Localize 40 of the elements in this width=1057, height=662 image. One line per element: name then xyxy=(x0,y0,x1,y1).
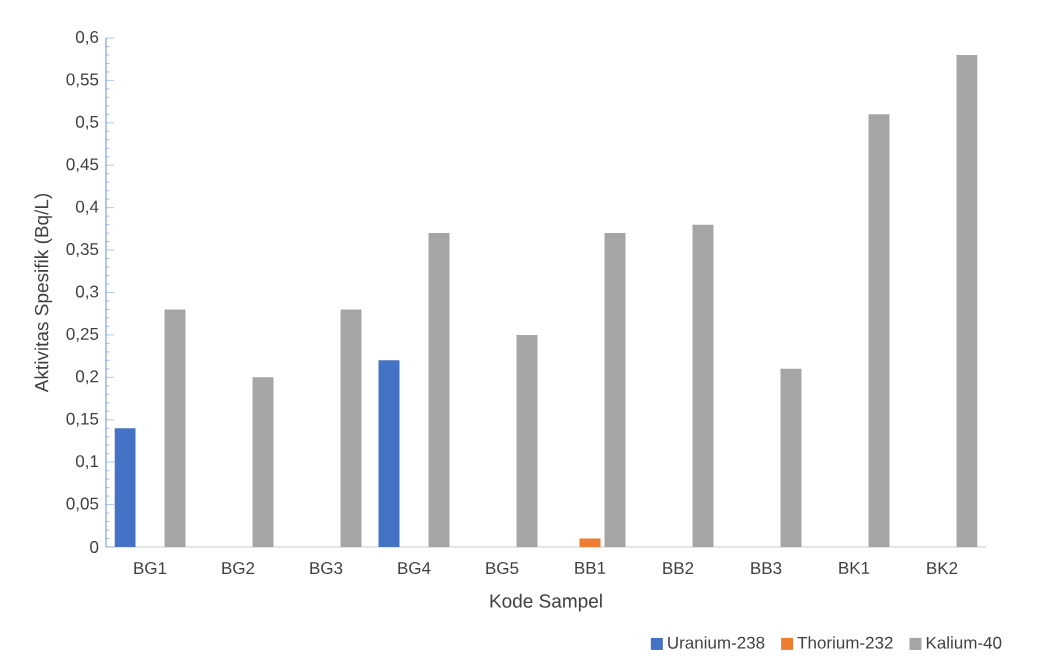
x-axis-title: Kode Sampel xyxy=(490,593,602,612)
bar xyxy=(692,224,714,547)
bar xyxy=(340,309,362,547)
bar xyxy=(252,377,274,547)
y-tick-label: 0,15 xyxy=(66,412,99,427)
y-tick-label: 0,25 xyxy=(66,327,99,342)
bar xyxy=(868,114,890,547)
y-tick-label: 0,55 xyxy=(66,73,99,88)
y-tick-label: 0,05 xyxy=(66,497,99,512)
bar xyxy=(516,334,538,547)
bar xyxy=(956,54,978,547)
y-tick-label: 0 xyxy=(90,540,99,553)
bar xyxy=(428,233,450,547)
x-tick-label: BB2 xyxy=(663,562,694,574)
y-tick-label: 0,6 xyxy=(75,30,99,45)
legend-label: Kalium-40 xyxy=(926,636,1002,649)
x-tick-label: BG4 xyxy=(398,562,431,575)
bar xyxy=(164,309,186,547)
bar xyxy=(378,360,400,547)
bar xyxy=(780,368,802,547)
y-axis-title: Aktivitas Spesifik (Bq/L) xyxy=(34,193,53,393)
x-tick-label: BG5 xyxy=(486,562,519,575)
legend-label: Uranium-238 xyxy=(668,636,765,649)
y-tick-label: 0,4 xyxy=(75,200,99,215)
bar xyxy=(604,233,626,547)
x-tick-label: BK2 xyxy=(927,562,958,574)
x-tick-label: BG2 xyxy=(222,562,255,575)
y-tick-label: 0,2 xyxy=(75,370,99,385)
x-tick-label: BB1 xyxy=(575,562,606,574)
y-tick-label: 0,45 xyxy=(66,158,99,173)
y-tick-label: 0,5 xyxy=(75,115,99,130)
y-tick-label: 0,3 xyxy=(75,285,99,300)
x-tick-label: BG1 xyxy=(134,562,167,575)
x-tick-label: BG3 xyxy=(310,562,343,575)
y-tick-label: 0,1 xyxy=(75,455,99,470)
x-tick-label: BK1 xyxy=(839,562,870,574)
y-tick-label: 0,35 xyxy=(66,243,99,258)
bar xyxy=(579,538,601,547)
legend-label: Thorium-232 xyxy=(797,636,893,649)
x-tick-label: BB3 xyxy=(751,562,782,575)
